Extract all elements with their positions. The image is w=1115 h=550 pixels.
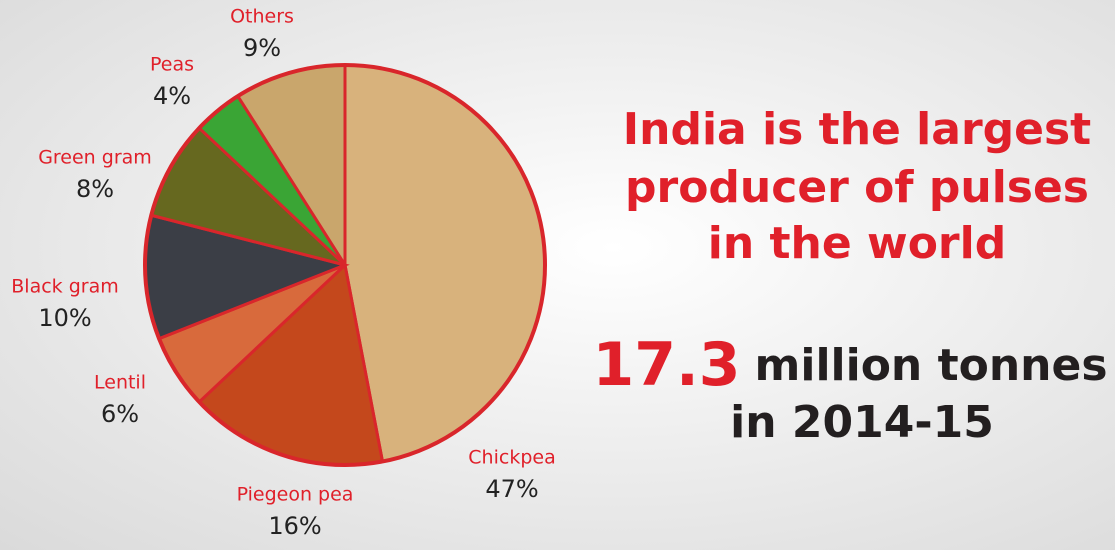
slice-value-label: 10% (38, 304, 91, 332)
headline-line: India is the largest (623, 104, 1091, 155)
slice-name: Lentil (94, 372, 146, 394)
slice-name: Peas (150, 54, 194, 76)
figure-unit: million tonnes (755, 340, 1108, 391)
figure-line: 17.3 million tonnes (592, 330, 1107, 400)
slice-value-label: 47% (485, 475, 538, 503)
pie-rim (143, 63, 547, 467)
figure-period: in 2014-15 (730, 397, 994, 448)
slice-name: Green gram (38, 147, 152, 169)
slice-name: Piegeon pea (237, 484, 354, 506)
slice-name: Black gram (11, 276, 118, 298)
slice-value-label: 16% (268, 512, 321, 540)
slice-name: Others (230, 6, 294, 28)
slice-value-label: 6% (101, 400, 139, 428)
slice-name: Chickpea (468, 447, 555, 469)
headline-line: producer of pulses (625, 162, 1089, 213)
pie-chart (143, 63, 547, 467)
figure-value: 17.3 (592, 330, 740, 400)
slice-value-label: 9% (243, 34, 281, 62)
slice-value-label: 4% (153, 82, 191, 110)
headline-line: in the world (708, 218, 1006, 269)
slice-value-label: 8% (76, 175, 114, 203)
